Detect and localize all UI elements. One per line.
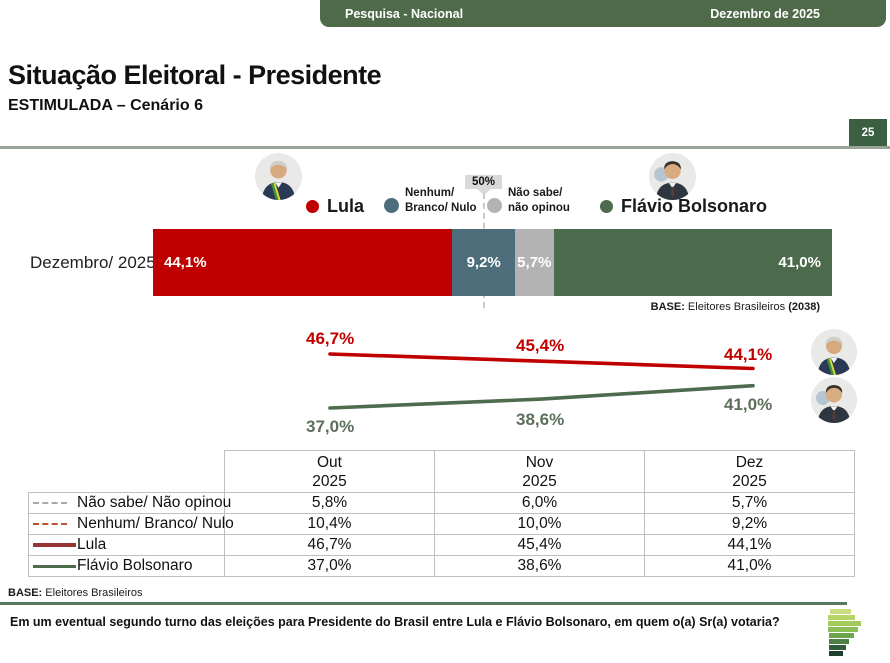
dashed-red-line-icon (33, 523, 77, 525)
flavio-value-out: 37,0% (306, 417, 355, 436)
header-bar: Pesquisa - Nacional Dezembro de 2025 (320, 0, 886, 27)
header-left-label: Pesquisa - Nacional (345, 6, 464, 21)
table-cell: 45,4% (434, 534, 645, 556)
table-row: Não sabe/ Não opinou 5,8% 6,0% 5,7% (28, 492, 855, 514)
nenhum-dot-icon (384, 197, 399, 213)
lula-value-dez: 44,1% (724, 345, 773, 364)
nao-sabe-dot-icon (487, 197, 502, 213)
solid-green-line-icon (33, 564, 77, 568)
lula-value-out: 46,7% (306, 329, 355, 348)
table-cell: 37,0% (224, 555, 435, 577)
table-cell: 10,4% (224, 513, 435, 535)
row-label-cell: Não sabe/ Não opinou (28, 492, 231, 514)
table-header-out: Out 2025 (224, 450, 435, 493)
logo-stripe (830, 609, 851, 614)
table-row: Nenhum/ Branco/ Nulo 10,4% 10,0% 9,2% (28, 513, 855, 535)
table-header-nov: Nov 2025 (434, 450, 645, 493)
lula-avatar (255, 153, 302, 200)
logo-stripe (828, 627, 858, 632)
row-label-cell: Lula (28, 534, 225, 556)
nao-sabe-legend: Não sabe/ não opinou (487, 186, 570, 216)
table-cell: 38,6% (434, 555, 645, 577)
stacked-bar: 44,1% 9,2% 5,7% 41,0% (153, 229, 832, 296)
table-cell: 6,0% (434, 492, 645, 514)
person-icon (261, 160, 296, 200)
row-label-cell: Flávio Bolsonaro (28, 555, 225, 577)
logo-stripe (828, 615, 855, 620)
flavio-dot-icon (600, 200, 613, 213)
table-header-row: Out 2025 Nov 2025 Dez 2025 (28, 450, 855, 493)
dashed-gray-line-icon (33, 502, 77, 504)
brand-logo (828, 609, 868, 657)
bar-seg-flavio: 41,0% (553, 229, 832, 296)
solid-red-line-icon (33, 543, 77, 547)
flavio-avatar-small (811, 377, 857, 423)
page-title: Situação Eleitoral - Presidente (8, 60, 382, 90)
nenhum-legend: Nenhum/ Branco/ Nulo (384, 186, 477, 216)
title-divider (0, 146, 890, 149)
table-cell: 44,1% (644, 534, 855, 556)
lula-avatar-small (811, 329, 857, 375)
bar-seg-nenhum: 9,2% (452, 229, 515, 296)
footer-base-note: BASE: Eleitores Brasileiros (8, 587, 143, 599)
bar-seg-lula: 44,1% (153, 229, 453, 296)
flavio-legend-label: Flávio Bolsonaro (621, 196, 768, 216)
fifty-percent-flag: 50% (465, 175, 502, 195)
person-icon (816, 385, 851, 423)
lula-legend-label: Lula (327, 196, 365, 216)
base-note-top: BASE: Eleitores Brasileiros (2038) (650, 301, 820, 313)
table-cell: 46,7% (224, 534, 435, 556)
table-cell: 5,7% (644, 492, 855, 514)
nenhum-legend-label: Nenhum/ Branco/ Nulo (405, 187, 477, 214)
results-table: Out 2025 Nov 2025 Dez 2025 Não sabe/ Não… (28, 450, 855, 577)
lula-value-nov: 45,4% (516, 336, 565, 355)
logo-stripe (829, 639, 849, 644)
page-subtitle: ESTIMULADA – Cenário 6 (8, 97, 203, 114)
flavio-value-dez: 41,0% (724, 395, 773, 414)
table-cell: 9,2% (644, 513, 855, 535)
table-cell: 10,0% (434, 513, 645, 535)
bar-seg-nao-sabe: 5,7% (514, 229, 554, 296)
page-number-badge: 25 (849, 119, 887, 146)
lula-dot-icon (306, 200, 319, 213)
table-cell: 5,8% (224, 492, 435, 514)
footer-divider (0, 602, 847, 605)
person-icon (817, 336, 851, 375)
table-row: Lula 46,7% 45,4% 44,1% (28, 534, 855, 556)
flavio-trend-line (328, 383, 755, 410)
flavio-legend: Flávio Bolsonaro (600, 196, 767, 217)
flavio-avatar (649, 153, 696, 200)
nao-sabe-legend-label: Não sabe/ não opinou (508, 187, 570, 214)
header-right-label: Dezembro de 2025 (710, 6, 820, 21)
lula-legend: Lula (306, 196, 364, 217)
bar-row-label: Dezembro/ 2025 (30, 253, 156, 272)
table-header-dez: Dez 2025 (644, 450, 855, 493)
table-cell: 41,0% (644, 555, 855, 577)
trend-line-chart (328, 352, 755, 410)
logo-stripe (828, 621, 861, 626)
person-icon (654, 161, 690, 200)
logo-stripe (829, 651, 843, 656)
logo-stripe (829, 633, 854, 638)
row-label-cell: Nenhum/ Branco/ Nulo (28, 513, 234, 535)
logo-stripe (829, 645, 846, 650)
question-text: Em um eventual segundo turno das eleiçõe… (10, 615, 780, 629)
table-header-empty (28, 450, 225, 493)
lula-trend-line (328, 352, 755, 371)
flavio-value-nov: 38,6% (516, 410, 565, 429)
table-row: Flávio Bolsonaro 37,0% 38,6% 41,0% (28, 555, 855, 577)
